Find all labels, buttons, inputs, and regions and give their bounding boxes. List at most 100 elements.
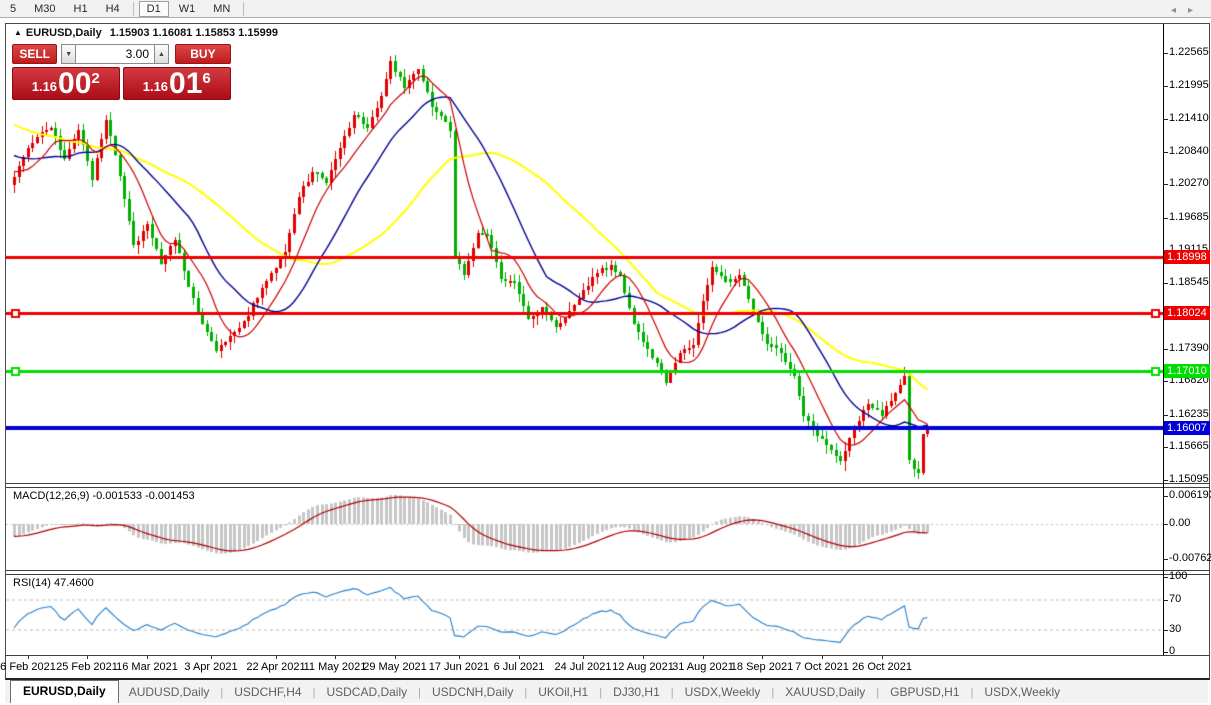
time-axis-label: 29 May 2021 [363, 661, 427, 673]
chart-tab-usdchf-h4[interactable]: USDCHF,H4 [234, 685, 302, 699]
timeframe-button-h4[interactable]: H4 [105, 2, 120, 15]
chart-tab-usdx-weekly[interactable]: USDX,Weekly [984, 685, 1061, 699]
timeframe-button-m30[interactable]: M30 [34, 2, 56, 15]
tab-separator: | [220, 687, 224, 699]
tab-separator: | [599, 687, 603, 699]
level-price-label: 1.18024 [1164, 306, 1210, 320]
chart-tab-gbpusd-h1[interactable]: GBPUSD,H1 [890, 685, 960, 699]
tab-separator: | [771, 687, 775, 699]
rsi-axis-tick-label: 70 [1169, 593, 1182, 605]
price-axis-tick-label: 1.21995 [1169, 79, 1209, 91]
sell-button[interactable]: SELL [12, 44, 58, 64]
price-axis-tick-label: 1.15665 [1169, 440, 1209, 452]
rsi-axis-tick [1163, 652, 1168, 653]
time-axis-tick [147, 656, 148, 659]
tab-separator: | [970, 687, 974, 699]
one-click-trading-panel: SELL ▼ 3.00 ▲ BUY 1.16 00 2 1.16 01 6 [12, 44, 231, 100]
price-axis-tick-label: 1.21410 [1169, 112, 1209, 124]
time-axis-tick [459, 656, 460, 659]
time-axis-tick [211, 656, 212, 659]
rsi-axis-tick [1163, 630, 1168, 631]
macd-axis-tick [1163, 524, 1168, 525]
price-axis-tick [1163, 86, 1168, 87]
time-axis-label: 11 May 2021 [303, 661, 367, 673]
timeframe-button-h1[interactable]: H1 [73, 2, 88, 15]
rsi-axis-tick [1163, 577, 1168, 578]
price-axis-tick [1163, 349, 1168, 350]
time-axis-tick [276, 656, 277, 659]
time-axis-tick [395, 656, 396, 659]
timeframe-button-d1[interactable]: D1 [138, 0, 169, 17]
macd-axis-tick [1163, 496, 1168, 497]
price-axis-tick [1163, 184, 1168, 185]
buy-price-pip: 6 [202, 70, 211, 87]
chart-tab-usdcnh-daily[interactable]: USDCNH,Daily [431, 685, 514, 699]
time-axis-label: 3 Apr 2021 [184, 661, 238, 673]
toolbar-separator [243, 1, 245, 16]
time-axis-border [6, 655, 1209, 656]
chart-tab-usdx-weekly[interactable]: USDX,Weekly [684, 685, 761, 699]
price-axis-tick-label: 1.19685 [1169, 211, 1209, 223]
price-axis-tick [1163, 480, 1168, 481]
tab-separator: | [876, 687, 880, 699]
price-axis-tick [1163, 283, 1168, 284]
time-axis-label: 12 Aug 2021 [612, 661, 674, 673]
time-axis-tick [335, 656, 336, 659]
time-axis-label: 6 Feb 2021 [0, 661, 56, 673]
chart-tab-dj30-h1[interactable]: DJ30,H1 [613, 685, 660, 699]
rsi-axis-tick [1163, 600, 1168, 601]
time-axis-label: 26 Oct 2021 [852, 661, 912, 673]
time-axis-tick [28, 656, 29, 659]
pane-separator[interactable] [6, 483, 1209, 488]
timeframe-toolbar: 5 M30 H1 H4 D1 W1 MN [0, 0, 1211, 18]
chart-tab-ukoil-h1[interactable]: UKOil,H1 [538, 685, 589, 699]
time-axis-tick [519, 656, 520, 659]
chart-tab-audusd-daily[interactable]: AUDUSD,Daily [128, 685, 210, 699]
sell-price-tile[interactable]: 1.16 00 2 [12, 67, 120, 100]
macd-indicator-chart[interactable] [6, 488, 1163, 570]
price-axis-tick-label: 1.20270 [1169, 177, 1209, 189]
macd-axis-tick [1163, 559, 1168, 560]
price-axis-tick [1163, 119, 1168, 120]
chart-tab-eurusd-daily[interactable]: EURUSD,Daily [10, 680, 119, 703]
pane-separator[interactable] [6, 570, 1209, 575]
chart-window: ▲ EURUSD,Daily 1.15903 1.16081 1.15853 1.1… [0, 23, 1211, 680]
price-axis-tick [1163, 447, 1168, 448]
main-price-chart[interactable] [6, 24, 1163, 483]
price-axis-tick [1163, 218, 1168, 219]
price-axis-tick [1163, 381, 1168, 382]
price-axis-border [1163, 24, 1164, 655]
time-axis-tick [822, 656, 823, 659]
tab-scroll-arrows[interactable]: ◂▸ [1170, 5, 1205, 16]
tab-separator: | [524, 687, 528, 699]
chart-tab-xauusd-daily[interactable]: XAUUSD,Daily [785, 685, 866, 699]
rsi-indicator-chart[interactable] [6, 575, 1163, 655]
price-axis-tick [1163, 152, 1168, 153]
volume-increase-button[interactable]: ▲ [155, 44, 169, 64]
timeframe-button-mn[interactable]: MN [213, 2, 231, 15]
price-axis-tick-label: 1.15095 [1169, 473, 1209, 485]
time-axis-tick [882, 656, 883, 659]
macd-axis-tick-label: 0.006193 [1169, 489, 1211, 501]
timeframe-button-5[interactable]: 5 [10, 2, 17, 15]
time-axis-label: 18 Sep 2021 [730, 661, 794, 673]
timeframe-button-w1[interactable]: W1 [178, 2, 196, 15]
tab-separator: | [670, 687, 674, 699]
volume-input[interactable]: 3.00 [75, 44, 156, 64]
buy-price-tile[interactable]: 1.16 01 6 [122, 67, 231, 100]
volume-decrease-button[interactable]: ▼ [61, 44, 76, 64]
time-axis-label: 6 Jul 2021 [493, 661, 545, 673]
sell-price-pip: 2 [91, 70, 100, 87]
time-axis-label: 17 Jun 2021 [428, 661, 490, 673]
collapse-icon[interactable]: ▲ [14, 28, 22, 37]
price-axis-tick-label: 1.20840 [1169, 145, 1209, 157]
chart-quote-header: ▲ EURUSD,Daily 1.15903 1.16081 1.15853 1.1… [14, 27, 278, 39]
time-axis-label: 25 Feb 2021 [56, 661, 118, 673]
price-axis-tick-label: 1.18545 [1169, 276, 1209, 288]
chart-tab-usdcad-daily[interactable]: USDCAD,Daily [326, 685, 408, 699]
buy-button[interactable]: BUY [174, 44, 231, 64]
level-price-label: 1.17010 [1164, 364, 1210, 378]
time-axis-tick [703, 656, 704, 659]
time-axis-label: 24 Jul 2021 [554, 661, 612, 673]
time-axis-tick [643, 656, 644, 659]
